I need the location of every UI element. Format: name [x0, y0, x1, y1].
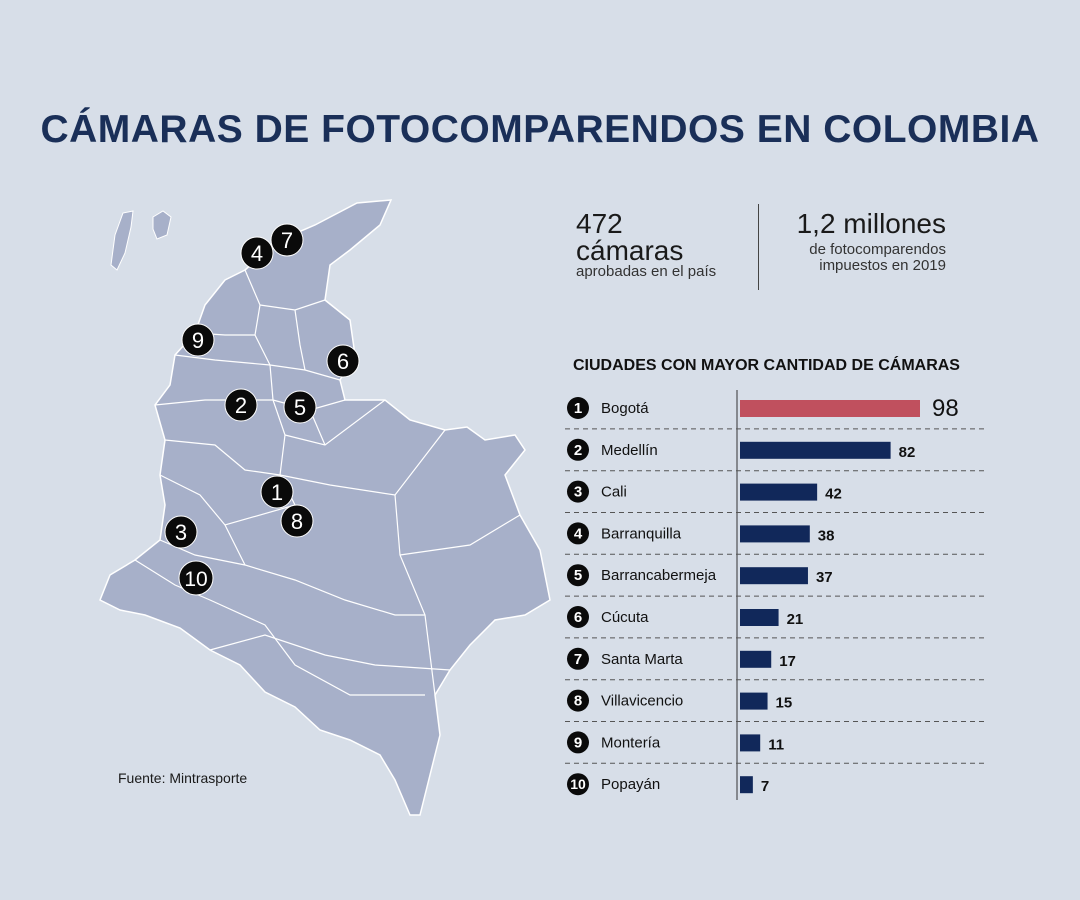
value-label: 17: [779, 653, 796, 670]
page-title: CÁMARAS DE FOTOCOMPARENDOS EN COLOMBIA: [40, 108, 1040, 151]
svg-text:6: 6: [337, 349, 349, 374]
svg-text:10: 10: [184, 568, 207, 591]
bar: [740, 650, 772, 668]
value-label: 15: [776, 695, 793, 712]
rank-label: 2: [574, 442, 582, 459]
islands: [110, 210, 172, 271]
map-marker-10: 10: [178, 560, 214, 596]
bar: [740, 567, 808, 585]
map-marker-7: 7: [270, 223, 304, 257]
svg-text:7: 7: [281, 228, 293, 253]
rank-badge: [567, 647, 589, 670]
svg-text:3: 3: [175, 520, 187, 545]
rank-badge: [567, 731, 589, 754]
cameras-unit: cámaras: [576, 235, 684, 266]
rank-badge: [567, 397, 589, 419]
tickets-count: 1,2 millones: [796, 208, 946, 239]
rank-label: 1: [574, 400, 582, 417]
map-marker-5: 5: [283, 390, 317, 424]
cameras-stat: 472 cámaras aprobadas en el país: [576, 210, 716, 280]
map-marker-8: 8: [280, 504, 314, 538]
tickets-caption-1: de fotocomparendos: [809, 241, 946, 258]
chart-title: CIUDADES CON MAYOR CANTIDAD DE CÁMARAS: [573, 357, 960, 374]
bar: [740, 525, 810, 543]
rank-badge: [567, 564, 589, 587]
category-label: Popayán: [601, 776, 660, 793]
rank-badge: [567, 606, 589, 628]
value-label: 42: [825, 486, 842, 503]
bar-chart: 1 Bogotá 982 Medellín 823 Cali 424 Barranquilla…: [565, 390, 985, 800]
tickets-caption-2: impuestos en 2019: [819, 257, 946, 274]
value-label: 98: [932, 395, 959, 422]
map-marker-1: 1: [260, 475, 294, 509]
bar: [740, 692, 768, 710]
bar: [740, 400, 920, 417]
category-label: Santa Marta: [601, 651, 683, 668]
rank-label: 4: [574, 525, 583, 542]
bar: [740, 441, 891, 459]
map-marker-2: 2: [224, 388, 258, 422]
cameras-caption: aprobadas en el país: [576, 263, 717, 280]
svg-text:5: 5: [294, 395, 306, 420]
rank-badge: [567, 773, 589, 796]
rank-label: 10: [570, 776, 586, 792]
bar: [740, 776, 753, 794]
category-label: Montería: [601, 734, 661, 751]
rank-badge: [567, 480, 589, 503]
svg-text:2: 2: [235, 393, 247, 418]
category-label: Barranquilla: [601, 525, 682, 542]
category-label: Barrancabermeja: [601, 567, 717, 584]
value-label: 7: [761, 778, 769, 795]
value-label: 37: [816, 569, 833, 586]
map-marker-3: 3: [164, 515, 198, 549]
category-label: Medellín: [601, 442, 658, 459]
rank-label: 3: [574, 484, 582, 501]
rank-badge: [567, 438, 589, 461]
rank-label: 9: [574, 734, 582, 751]
bar: [740, 734, 761, 752]
svg-text:1: 1: [271, 480, 283, 505]
value-label: 38: [818, 527, 835, 544]
bar: [740, 609, 779, 626]
map-marker-9: 9: [181, 323, 215, 357]
value-label: 11: [768, 736, 784, 753]
rank-label: 8: [574, 693, 582, 710]
value-label: 82: [899, 444, 916, 461]
rank-badge: [567, 522, 589, 545]
rank-label: 6: [574, 609, 582, 626]
svg-text:8: 8: [291, 509, 303, 534]
colombia-map: 1 2 3 4 5 6 7 8 9 10: [99, 199, 551, 816]
stats-divider: [758, 204, 759, 290]
svg-text:4: 4: [251, 241, 263, 266]
country-shape: [99, 199, 551, 816]
rank-label: 7: [574, 651, 582, 668]
svg-text:9: 9: [192, 328, 204, 353]
tickets-stat: 1,2 millones de fotocomparendos impuesto…: [778, 210, 946, 274]
bar: [740, 483, 818, 501]
map-markers: 1 2 3 4 5 6 7 8 9 10: [164, 223, 360, 596]
category-label: Villavicencio: [601, 693, 683, 710]
category-label: Cali: [601, 484, 627, 501]
cameras-count: 472: [576, 208, 623, 239]
map-marker-4: 4: [240, 236, 274, 270]
rank-badge: [567, 689, 589, 712]
rank-label: 5: [574, 567, 582, 584]
category-label: Cúcuta: [601, 609, 649, 626]
map-marker-6: 6: [326, 344, 360, 378]
value-label: 21: [787, 611, 804, 628]
category-label: Bogotá: [601, 400, 649, 417]
source-note: Fuente: Mintrasporte: [118, 770, 248, 786]
